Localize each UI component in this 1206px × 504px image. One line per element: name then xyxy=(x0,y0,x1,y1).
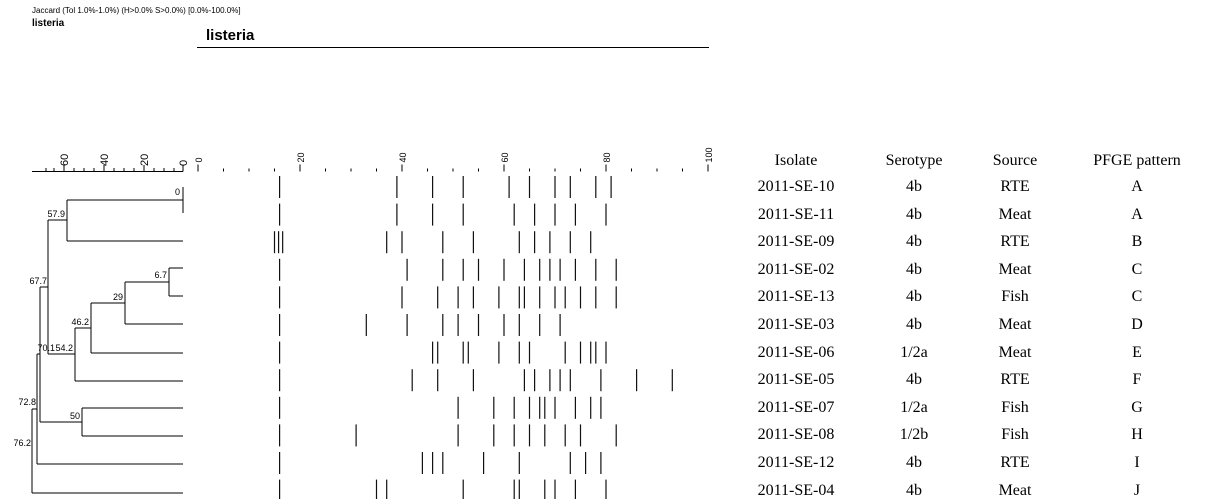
serotype-cell: 4b xyxy=(906,288,922,306)
similarity-settings: Jaccard (Tol 1.0%-1.0%) (H>0.0% S>0.0%) … xyxy=(32,6,241,15)
serotype-cell: 4b xyxy=(906,178,922,195)
table-row: 2011-SE-12 4b RTE I xyxy=(726,450,1206,476)
scale-tick-label: 0 xyxy=(178,160,190,166)
serotype-cell: 4b xyxy=(906,233,922,251)
isolate-cell: 2011-SE-03 xyxy=(757,316,835,333)
source-cell: RTE xyxy=(1000,371,1030,389)
pfge-pattern-cell: J xyxy=(1133,481,1141,499)
pfge-pattern-cell: A xyxy=(1131,205,1143,223)
table-row: 2011-SE-09 4b RTE B xyxy=(726,229,1206,255)
pfge-pattern-cell: I xyxy=(1134,454,1140,471)
title-underline xyxy=(197,47,709,48)
serotype-cell: 1/2a xyxy=(900,398,928,416)
source-cell: RTE xyxy=(1000,454,1030,471)
source-cell: Meat xyxy=(998,260,1032,278)
gel-scale-label: 40 xyxy=(398,152,408,162)
table-row: 2011-SE-08 1/2b Fish H xyxy=(726,422,1206,448)
scale-tick-label: 20 xyxy=(139,154,151,166)
node-label: 76.2 xyxy=(13,438,31,448)
isolate-cell: 2011-SE-07 xyxy=(757,398,835,416)
isolate-cell: 2011-SE-12 xyxy=(757,454,835,471)
node-label: 57.9 xyxy=(47,209,65,219)
table-row: 2011-SE-11 4b Meat A xyxy=(726,202,1206,228)
source-cell: RTE xyxy=(1000,233,1030,251)
source-cell: Meat xyxy=(998,316,1032,333)
serotype-cell: 4b xyxy=(906,316,922,333)
header-serotype: Serotype xyxy=(885,152,943,169)
gel-scale-label: 0 xyxy=(194,157,204,162)
table-row: 2011-SE-04 4b Meat J xyxy=(726,478,1206,504)
pfge-pattern-cell: H xyxy=(1131,426,1143,444)
pfge-pattern-cell: C xyxy=(1131,288,1143,306)
node-label: 0 xyxy=(175,187,180,197)
isolate-cell: 2011-SE-06 xyxy=(757,343,835,361)
gel-scale-label: 100 xyxy=(704,147,714,162)
node-label: 50 xyxy=(70,411,80,421)
node-label: 67.7 xyxy=(29,276,47,286)
table-row: 2011-SE-10 4b RTE A xyxy=(726,174,1206,200)
table-row: 2011-SE-07 1/2a Fish G xyxy=(726,395,1206,421)
pfge-pattern-cell: G xyxy=(1131,398,1143,416)
node-label: 54.2 xyxy=(55,343,73,353)
scale-tick-label: 40 xyxy=(99,154,111,166)
isolate-cell: 2011-SE-09 xyxy=(757,233,835,251)
isolate-cell: 2011-SE-08 xyxy=(757,426,835,444)
isolate-cell: 2011-SE-13 xyxy=(757,288,835,306)
table-header-row: Isolate Serotype Source PFGE pattern xyxy=(726,148,1206,174)
source-cell: Fish xyxy=(1001,398,1029,416)
gel-scale-label: 20 xyxy=(296,152,306,162)
isolate-cell: 2011-SE-04 xyxy=(757,481,835,499)
pfge-pattern-cell: D xyxy=(1131,316,1143,333)
pfge-pattern-cell: C xyxy=(1131,260,1143,278)
isolate-cell: 2011-SE-10 xyxy=(757,178,835,195)
dendrogram: 60 40 20 0 0 57.9 67.7 6.7 29 46.2 70.1 … xyxy=(13,154,190,494)
isolate-cell: 2011-SE-02 xyxy=(757,260,835,278)
table-row: 2011-SE-13 4b Fish C xyxy=(726,284,1206,310)
serotype-cell: 4b xyxy=(906,371,922,389)
isolate-cell: 2011-SE-05 xyxy=(757,371,835,389)
gel-band-pattern: 0 20 40 60 80 100 xyxy=(194,147,714,499)
source-cell: Meat xyxy=(998,205,1032,223)
pfge-pattern-cell: B xyxy=(1131,233,1143,251)
node-label: 70.1 xyxy=(37,343,55,353)
source-cell: RTE xyxy=(1000,178,1030,195)
header-source: Source xyxy=(992,152,1038,169)
node-label: 6.7 xyxy=(154,270,167,280)
serotype-cell: 1/2b xyxy=(899,426,929,444)
node-label: 46.2 xyxy=(71,317,89,327)
pfge-pattern-cell: E xyxy=(1132,343,1142,361)
pfge-pattern-cell: F xyxy=(1132,371,1142,389)
source-cell: Fish xyxy=(1001,288,1029,306)
gel-title: listeria xyxy=(206,27,255,44)
serotype-cell: 4b xyxy=(906,481,922,499)
table-row: 2011-SE-03 4b Meat D xyxy=(726,312,1206,338)
pfge-pattern-cell: A xyxy=(1131,178,1143,195)
serotype-cell: 4b xyxy=(906,454,922,471)
table-row: 2011-SE-06 1/2a Meat E xyxy=(726,340,1206,366)
isolate-cell: 2011-SE-11 xyxy=(757,205,835,223)
source-cell: Meat xyxy=(998,481,1032,499)
gel-scale-label: 80 xyxy=(602,152,612,162)
serotype-cell: 1/2a xyxy=(900,343,928,361)
source-cell: Fish xyxy=(1001,426,1029,444)
experiment-name: listeria xyxy=(32,18,65,29)
serotype-cell: 4b xyxy=(906,205,922,223)
scale-tick-label: 60 xyxy=(59,154,71,166)
header-isolate: Isolate xyxy=(774,152,818,169)
serotype-cell: 4b xyxy=(906,260,922,278)
gel-scale-label: 60 xyxy=(500,152,510,162)
table-row: 2011-SE-05 4b RTE F xyxy=(726,367,1206,393)
header-pfge-pattern: PFGE pattern xyxy=(1093,152,1181,169)
node-label: 29 xyxy=(113,292,123,302)
source-cell: Meat xyxy=(998,343,1032,361)
node-label: 72.8 xyxy=(18,397,36,407)
table-row: 2011-SE-02 4b Meat C xyxy=(726,257,1206,283)
